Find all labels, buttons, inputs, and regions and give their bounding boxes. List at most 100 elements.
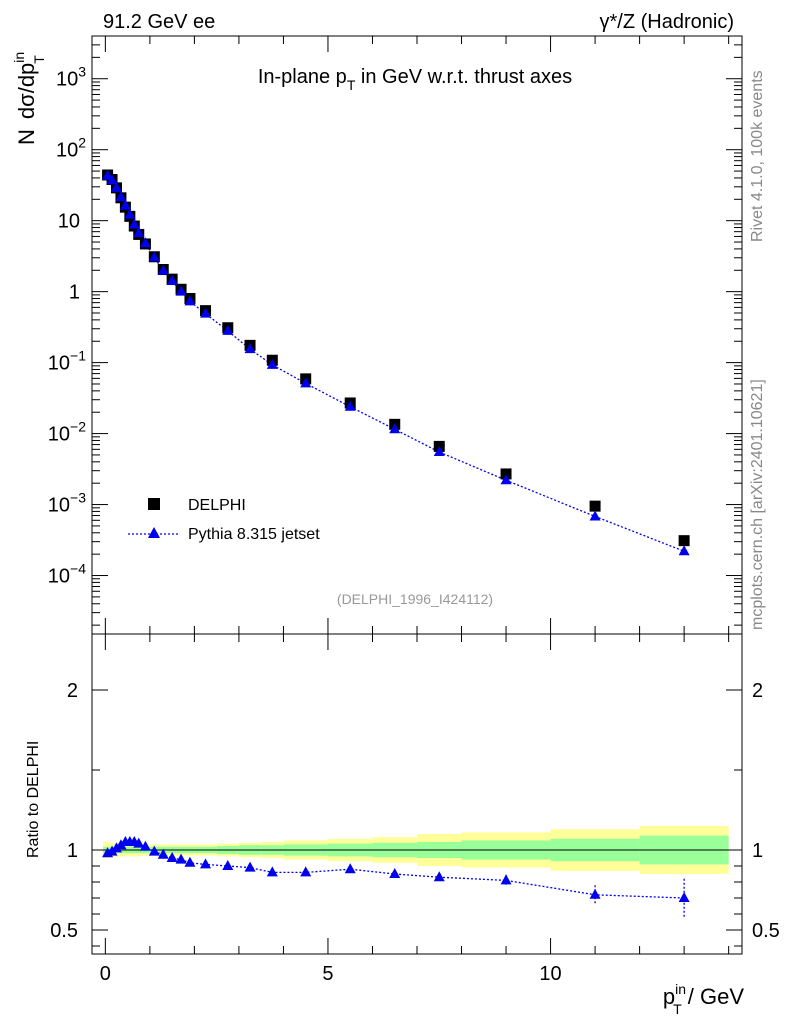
- x-axis-label: pin T / GeV: [663, 981, 744, 1017]
- mc-point: [148, 251, 160, 262]
- ratio-y-label: Ratio to DELPHI: [25, 741, 42, 858]
- ratio-point: [266, 866, 278, 877]
- ratio-point: [148, 845, 160, 856]
- ratio-y-tick-label-right: 1: [752, 840, 763, 862]
- mc-point: [157, 264, 169, 275]
- ratio-point: [678, 892, 690, 902]
- x-axis-label-rest: / GeV: [682, 984, 745, 1009]
- main-y-tick-label: 103: [56, 64, 86, 91]
- mc-point: [175, 285, 187, 296]
- main-y-tick-label: 10−1: [48, 348, 86, 375]
- ratio-y-tick-label-left: 0.5: [50, 920, 78, 942]
- mc-point: [102, 169, 114, 180]
- x-tick-label: 0: [100, 963, 111, 985]
- main-panel-frame: [91, 35, 743, 635]
- plot-title-main: In-plane p: [258, 66, 347, 88]
- ratio-y-tick-label-left: 1: [67, 840, 78, 862]
- mc-series-line: [107, 175, 685, 552]
- mc-point: [133, 227, 145, 238]
- legend-mc-label: Pythia 8.315 jetset: [188, 526, 320, 543]
- ratio-point: [139, 840, 151, 851]
- legend-data-label: DELPHI: [188, 497, 246, 514]
- ratio-y-tick-label-right: 0.5: [752, 920, 780, 942]
- main-y-tick-label-exponent: 2: [78, 135, 86, 151]
- ratio-point: [589, 888, 601, 899]
- main-y-tick-label: 102: [56, 135, 86, 162]
- main-y-label-sup: in: [11, 52, 27, 63]
- ratio-panel-frame: [91, 633, 743, 955]
- ratio-y-tick-label-right: 2: [752, 680, 763, 702]
- mc-point: [244, 343, 256, 354]
- header-left: 91.2 GeV ee: [103, 11, 215, 33]
- main-y-tick-label-mantissa: 10: [56, 69, 78, 91]
- mc-point: [139, 237, 151, 248]
- main-y-tick-label: 10−3: [48, 490, 86, 517]
- legend-mc-marker: [148, 527, 160, 538]
- mc-point: [110, 181, 122, 192]
- ratio-point: [175, 853, 187, 864]
- data-point: [678, 535, 690, 547]
- main-y-tick-label: 10−2: [48, 419, 86, 446]
- main-y-tick-label-exponent: 3: [78, 64, 86, 80]
- ratio-point: [157, 848, 169, 859]
- mc-point: [124, 208, 136, 219]
- main-y-tick-label-mantissa: 10: [56, 140, 78, 162]
- ratio-point: [166, 852, 178, 862]
- main-y-tick-label-mantissa: 10: [48, 424, 70, 446]
- data-point: [500, 468, 512, 480]
- data-point: [589, 500, 601, 512]
- plot-title: In-plane pT in GeV w.r.t. thrust axes: [258, 66, 572, 93]
- header-right-gamma: γ: [600, 11, 610, 33]
- ratio-point: [200, 858, 212, 869]
- main-y-tick-label-exponent: −2: [70, 419, 86, 435]
- mc-point: [678, 545, 690, 556]
- mc-point: [119, 199, 131, 210]
- main-y-tick-label-mantissa: 10: [48, 566, 70, 588]
- main-data-points: [102, 169, 690, 556]
- main-y-tick-label: 1: [69, 282, 80, 304]
- ratio-point: [500, 874, 512, 885]
- legend-data-marker: [148, 498, 160, 510]
- ratio-point: [389, 868, 401, 878]
- main-y-label-dsig: dσ/dp: [14, 63, 39, 119]
- x-axis-label-sup: in: [675, 981, 686, 997]
- ratio-point: [222, 860, 234, 870]
- x-axis: 0 5 10: [100, 36, 730, 985]
- header-right-rest: */Z (Hadronic): [610, 11, 734, 33]
- mc-point: [500, 474, 512, 485]
- main-mc-line-group: [107, 175, 685, 552]
- ratio-y-tick-label-left: 2: [67, 680, 78, 702]
- main-y-tick-label: 10−4: [48, 561, 86, 588]
- mc-point: [389, 423, 401, 434]
- mc-point: [184, 295, 196, 306]
- main-y-tick-label-mantissa: 10: [48, 495, 70, 517]
- main-y-label-n: N: [14, 129, 39, 145]
- main-y-tick-label-exponent: −3: [70, 490, 86, 506]
- x-tick-label: 10: [539, 963, 561, 985]
- ratio-points: [102, 836, 690, 918]
- main-y-tick-label-exponent: −4: [70, 561, 86, 577]
- x-axis-label-p: p: [663, 984, 675, 1009]
- ratio-y-axis: 0.5 0.5 1 1 2 2: [50, 680, 780, 947]
- mc-point: [266, 358, 278, 369]
- mc-point: [300, 377, 312, 388]
- main-y-label-sub: T: [31, 55, 47, 64]
- header-right: γ*/Z (Hadronic): [600, 11, 734, 33]
- plot-title-sub: T: [347, 77, 356, 93]
- mc-point: [128, 218, 140, 229]
- rivet-version-label: Rivet 4.1.0, 100k events: [749, 70, 766, 242]
- main-y-tick-label: 10: [58, 211, 80, 233]
- ratio-point: [244, 861, 256, 872]
- main-y-label: Ndσ/dpin T: [11, 52, 47, 145]
- ratio-point: [133, 837, 145, 848]
- legend: DELPHI Pythia 8.315 jetset: [128, 497, 320, 543]
- mc-point: [344, 400, 356, 411]
- ratio-point: [433, 871, 445, 882]
- mc-point: [166, 275, 178, 286]
- x-tick-label: 5: [322, 963, 333, 985]
- ratio-point: [184, 856, 196, 867]
- analysis-watermark: (DELPHI_1996_I424112): [337, 591, 493, 607]
- ratio-point: [300, 866, 312, 877]
